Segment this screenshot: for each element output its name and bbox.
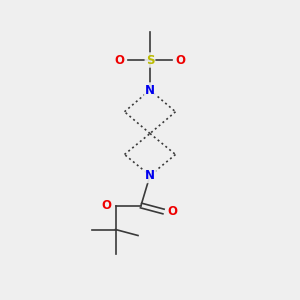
Text: O: O xyxy=(102,199,112,212)
Text: N: N xyxy=(145,169,155,182)
Text: O: O xyxy=(175,53,185,67)
Text: N: N xyxy=(145,83,155,97)
Text: O: O xyxy=(167,205,177,218)
Text: S: S xyxy=(146,53,154,67)
Text: O: O xyxy=(115,53,125,67)
